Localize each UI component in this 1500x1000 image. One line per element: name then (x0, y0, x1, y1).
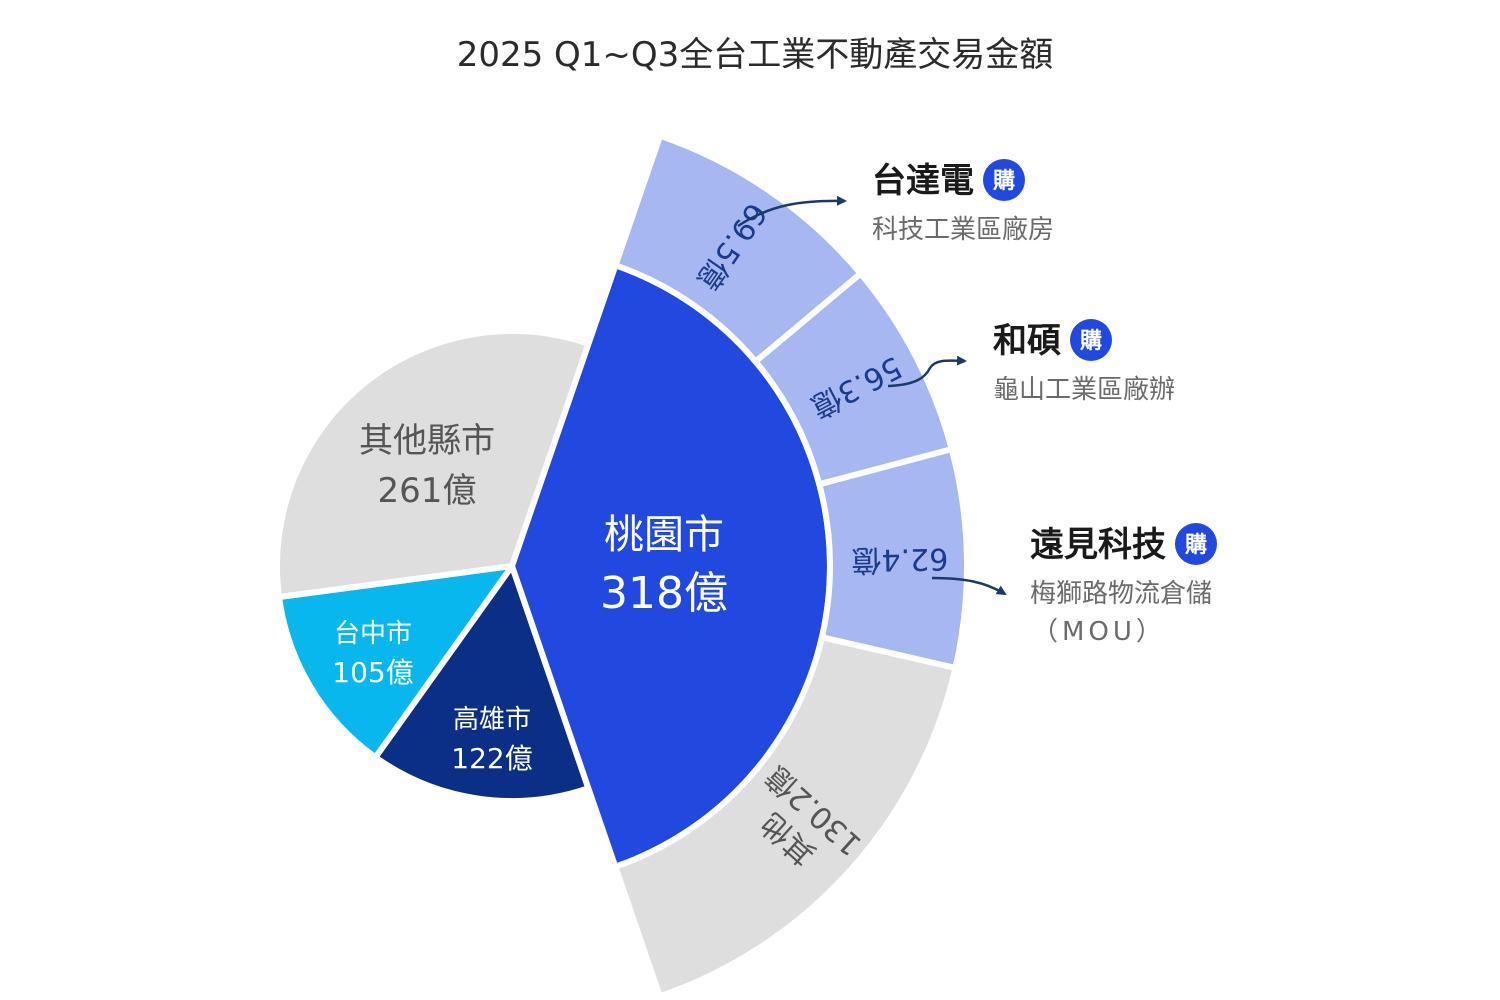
callout-arrow (737, 195, 847, 228)
label-taoyuan-name: 桃園市 (604, 512, 724, 558)
slice-taichung (276, 563, 515, 761)
label-others: 其他縣市 261億 (359, 421, 495, 511)
label-others-value: 261億 (378, 471, 477, 511)
label-taichung: 台中市 105億 (332, 619, 413, 689)
outer-slice-other (612, 634, 959, 1000)
slice-others (274, 328, 592, 600)
callout-desc-2: （MOU） (1032, 617, 1166, 647)
badge-circle (1175, 523, 1217, 565)
label-taichung-name: 台中市 (334, 619, 412, 649)
badge-circle (983, 159, 1025, 201)
callout-arrow (887, 355, 967, 388)
chart-title: 2025 Q1~Q3全台工業不動產交易金額 (457, 35, 1054, 75)
badge-label: 購 (1185, 533, 1207, 558)
callout-arrow (931, 576, 1007, 596)
label-taoyuan: 桃園市 318億 (600, 512, 728, 619)
badge-label: 購 (993, 169, 1015, 194)
badge-label: 購 (1080, 329, 1102, 354)
outer-label-fe-value: 62.4億 (851, 541, 948, 578)
label-kaohsiung: 高雄市 122億 (451, 705, 532, 775)
badge-circle (1070, 319, 1112, 361)
slice-kaohsiung (372, 563, 592, 804)
label-others-name: 其他縣市 (359, 421, 495, 461)
callout-desc: 龜山工業區廠辦 (993, 375, 1175, 405)
outer-label-fe: 62.4億 (851, 541, 948, 578)
label-taoyuan-value: 318億 (600, 568, 728, 619)
company-name: 遠見科技 (1030, 525, 1166, 565)
label-kaohsiung-value: 122億 (451, 742, 532, 775)
callout-desc: 梅獅路物流倉儲 (1030, 579, 1212, 609)
callout-desc: 科技工業區廠房 (872, 215, 1054, 245)
company-name: 台達電 (872, 161, 974, 201)
company-name: 和碩 (993, 321, 1061, 361)
label-kaohsiung-name: 高雄市 (453, 705, 531, 735)
outer-ring (612, 132, 971, 1000)
label-taichung-value: 105億 (332, 656, 413, 689)
inner-ring (274, 262, 833, 870)
